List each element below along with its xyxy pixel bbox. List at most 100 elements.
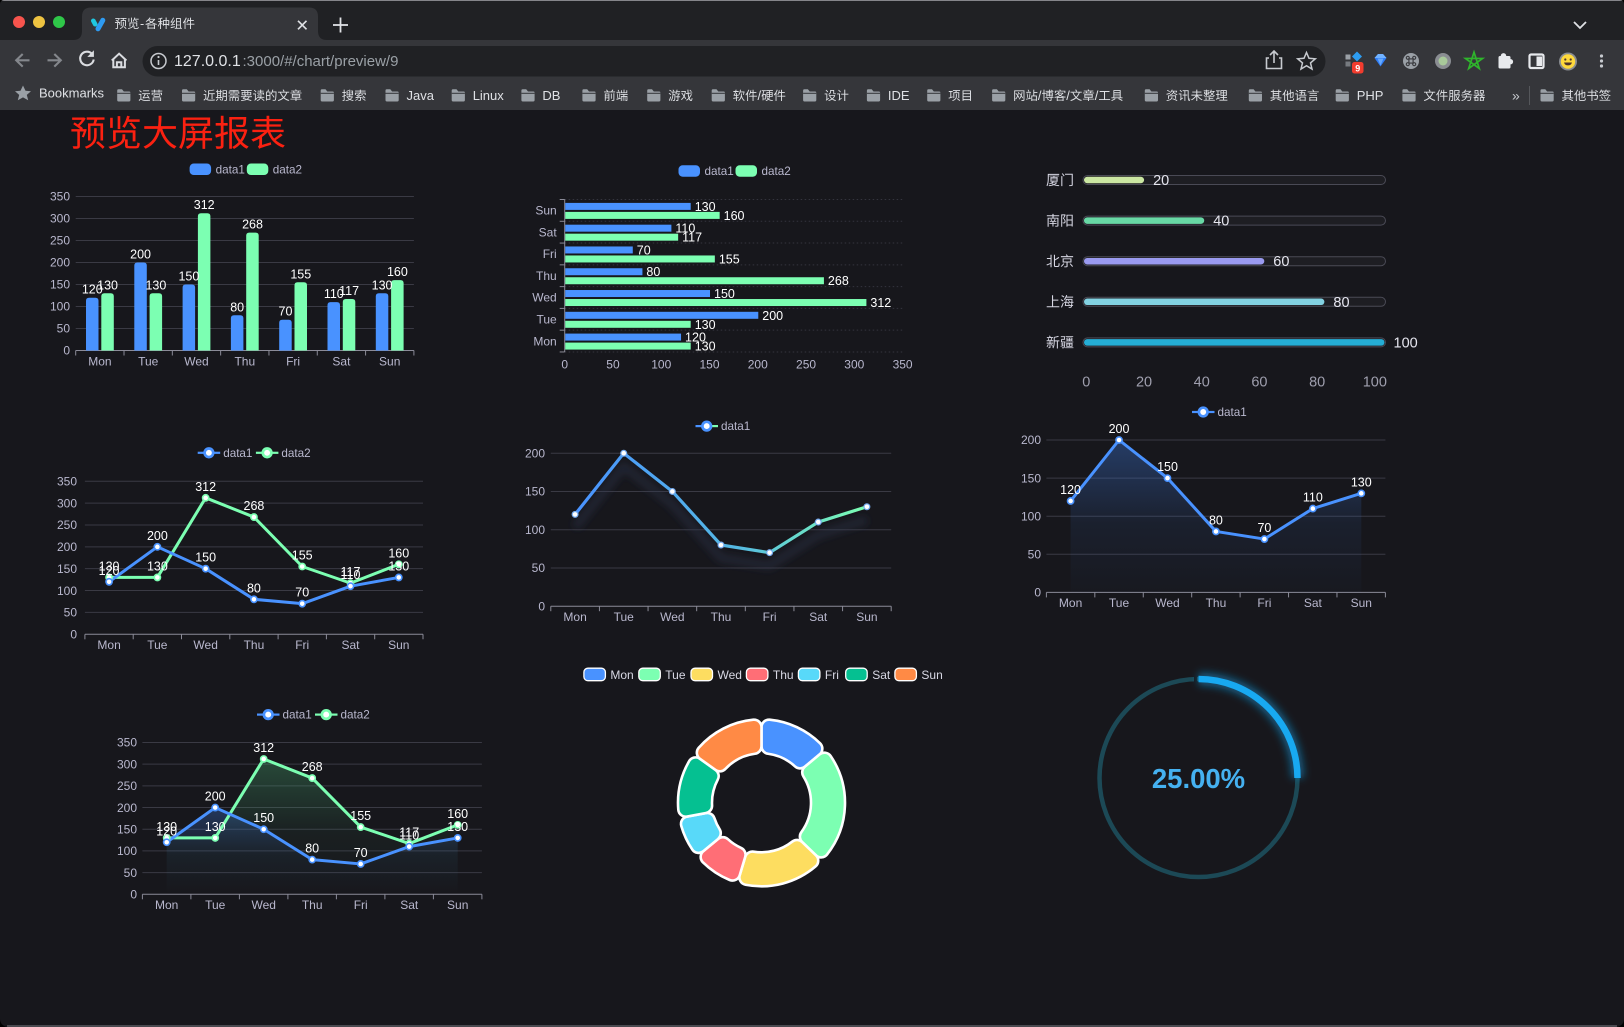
svg-text:150: 150 bbox=[1021, 471, 1041, 485]
svg-text:Thu: Thu bbox=[1206, 596, 1227, 610]
svg-text:Sat: Sat bbox=[872, 668, 891, 682]
svg-text:Wed: Wed bbox=[718, 668, 742, 682]
svg-text:350: 350 bbox=[57, 474, 77, 488]
svg-text:268: 268 bbox=[302, 760, 323, 774]
svg-text:Fri: Fri bbox=[763, 610, 777, 624]
svg-text:117: 117 bbox=[339, 284, 359, 298]
svg-text:70: 70 bbox=[295, 586, 309, 600]
svg-text:200: 200 bbox=[57, 540, 77, 554]
svg-text:/: / bbox=[1095, 88, 1099, 103]
svg-text:350: 350 bbox=[893, 357, 913, 371]
svg-text:130: 130 bbox=[1351, 475, 1372, 489]
svg-text:130: 130 bbox=[145, 278, 166, 292]
svg-text:150: 150 bbox=[50, 278, 70, 292]
svg-text:300: 300 bbox=[50, 212, 70, 226]
svg-text:130: 130 bbox=[156, 820, 177, 834]
svg-text:117: 117 bbox=[399, 826, 419, 840]
svg-text:150: 150 bbox=[195, 551, 216, 565]
svg-text:/: / bbox=[758, 88, 762, 103]
svg-text:Sun: Sun bbox=[388, 638, 409, 652]
svg-text:Java: Java bbox=[407, 88, 435, 103]
svg-text:Sat: Sat bbox=[332, 354, 351, 368]
svg-text:100: 100 bbox=[1021, 509, 1041, 523]
svg-text:Thu: Thu bbox=[302, 898, 323, 912]
svg-text:Thu: Thu bbox=[711, 610, 732, 624]
svg-text:Thu: Thu bbox=[234, 354, 255, 368]
svg-text:100: 100 bbox=[525, 523, 545, 537]
svg-text:60: 60 bbox=[1273, 254, 1289, 270]
svg-text:200: 200 bbox=[130, 248, 151, 262]
svg-text:data1: data1 bbox=[721, 420, 750, 433]
svg-text:Tue: Tue bbox=[138, 354, 159, 368]
svg-text:120: 120 bbox=[82, 283, 103, 297]
svg-text:data2: data2 bbox=[273, 163, 302, 176]
svg-text:80: 80 bbox=[305, 842, 319, 856]
svg-text:0: 0 bbox=[561, 357, 568, 371]
svg-text:130: 130 bbox=[695, 340, 716, 354]
svg-text:250: 250 bbox=[50, 234, 70, 248]
svg-text:-: - bbox=[140, 17, 144, 31]
svg-text:Sun: Sun bbox=[921, 668, 942, 682]
svg-text:200: 200 bbox=[50, 256, 70, 270]
svg-text:200: 200 bbox=[1109, 422, 1130, 436]
svg-text:312: 312 bbox=[870, 296, 891, 310]
svg-text:350: 350 bbox=[117, 736, 137, 750]
svg-text:155: 155 bbox=[350, 809, 371, 823]
svg-text:150: 150 bbox=[57, 562, 77, 576]
svg-text:110: 110 bbox=[324, 287, 344, 301]
svg-text:20: 20 bbox=[1153, 173, 1169, 189]
svg-text:data1: data1 bbox=[1218, 406, 1247, 419]
svg-text:Mon: Mon bbox=[1059, 596, 1082, 610]
svg-text:Mon: Mon bbox=[610, 668, 633, 682]
svg-text:110: 110 bbox=[341, 568, 361, 582]
svg-text::3000/#/chart/preview/9: :3000/#/chart/preview/9 bbox=[243, 53, 399, 70]
svg-text:Sat: Sat bbox=[539, 225, 558, 239]
svg-text:130: 130 bbox=[97, 278, 118, 292]
svg-text:80: 80 bbox=[646, 265, 660, 279]
svg-text:100: 100 bbox=[117, 844, 137, 858]
svg-text:Tue: Tue bbox=[536, 313, 557, 327]
svg-text:200: 200 bbox=[117, 801, 137, 815]
svg-text:Fri: Fri bbox=[543, 247, 557, 261]
svg-text:Fri: Fri bbox=[825, 668, 839, 682]
svg-text:120: 120 bbox=[99, 564, 120, 578]
svg-text:0: 0 bbox=[130, 888, 137, 902]
svg-text:70: 70 bbox=[279, 305, 293, 319]
svg-text:130: 130 bbox=[695, 318, 716, 332]
svg-text:0: 0 bbox=[70, 628, 77, 642]
svg-text:150: 150 bbox=[1157, 460, 1178, 474]
svg-text:127.0.0.1: 127.0.0.1 bbox=[174, 53, 241, 70]
svg-text:155: 155 bbox=[719, 252, 740, 266]
svg-text:Tue: Tue bbox=[205, 898, 226, 912]
svg-text:70: 70 bbox=[637, 243, 651, 257]
svg-text:100: 100 bbox=[1394, 335, 1418, 351]
svg-text:100: 100 bbox=[1363, 375, 1387, 391]
svg-text:160: 160 bbox=[724, 209, 745, 223]
svg-text:Wed: Wed bbox=[193, 638, 217, 652]
svg-text:155: 155 bbox=[292, 548, 313, 562]
svg-text:Mon: Mon bbox=[155, 898, 178, 912]
svg-text:150: 150 bbox=[525, 485, 545, 499]
svg-text:100: 100 bbox=[57, 584, 77, 598]
svg-text:110: 110 bbox=[675, 222, 695, 236]
svg-text:Mon: Mon bbox=[88, 354, 111, 368]
svg-text:200: 200 bbox=[525, 446, 545, 460]
svg-text:50: 50 bbox=[57, 322, 71, 336]
svg-text:80: 80 bbox=[230, 300, 244, 314]
svg-text:250: 250 bbox=[57, 518, 77, 532]
svg-text:Mon: Mon bbox=[533, 334, 556, 348]
svg-text:160: 160 bbox=[388, 546, 409, 560]
svg-text:Wed: Wed bbox=[1155, 596, 1179, 610]
svg-text:Thu: Thu bbox=[244, 638, 265, 652]
svg-text:130: 130 bbox=[147, 559, 168, 573]
svg-text:50: 50 bbox=[64, 606, 78, 620]
svg-text:PHP: PHP bbox=[1357, 88, 1384, 103]
svg-text:130: 130 bbox=[447, 820, 468, 834]
svg-text:50: 50 bbox=[532, 561, 546, 575]
svg-text:Sun: Sun bbox=[535, 204, 556, 218]
svg-text:data2: data2 bbox=[281, 447, 310, 460]
svg-text:9: 9 bbox=[1355, 64, 1360, 74]
svg-text:120: 120 bbox=[1060, 483, 1081, 497]
svg-text:Wed: Wed bbox=[184, 354, 208, 368]
svg-text:Fri: Fri bbox=[1257, 596, 1271, 610]
